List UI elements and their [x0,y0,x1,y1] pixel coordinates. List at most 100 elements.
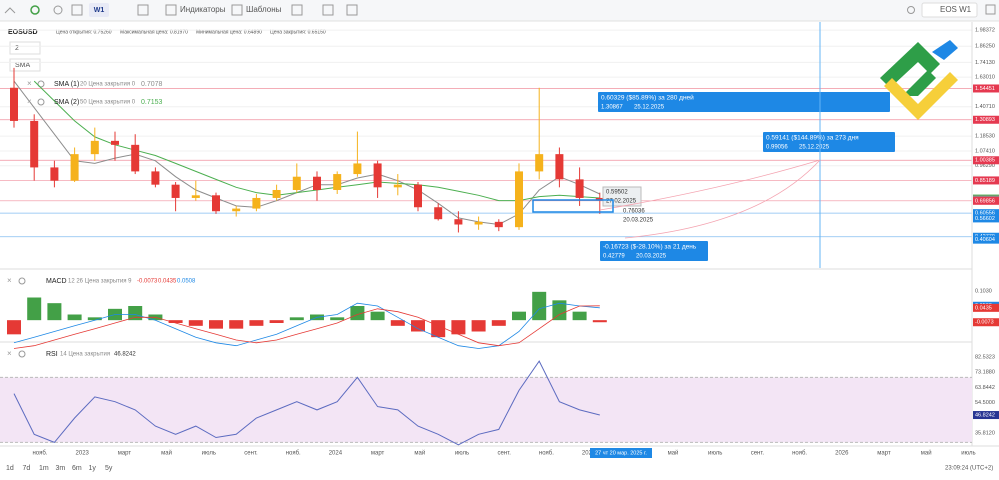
range-button[interactable]: 6m [72,465,82,472]
time-label: май [921,450,932,457]
time-label: нояб. [32,451,47,457]
y-tick-label: 82.5323 [975,354,995,360]
level-label-bg [973,214,999,223]
y-tick-label: 73.1880 [975,370,995,376]
toolbar [0,0,999,21]
legend-settings[interactable] [37,80,45,88]
histogram-bar [411,320,425,332]
pane-settings[interactable] [18,277,26,285]
signal-line [13,305,600,349]
histogram-bar [168,320,183,323]
symbol-select[interactable] [921,2,978,18]
y-tick-label: 63.8442 [975,385,995,391]
histogram-bar [249,320,264,326]
interval-label: W1 [94,7,105,14]
time-label: сент. [497,451,511,457]
histogram-bar [209,320,223,329]
indicator-count-box[interactable] [9,41,41,55]
fullscreen-button[interactable] [985,4,996,15]
candle-body [191,195,200,198]
candle-body [70,154,79,181]
histogram-bar [431,320,446,338]
time-label: май [668,450,679,457]
time-label: май [414,450,425,457]
candle-body [292,176,301,190]
rsi-params: 14 Цена закрытия [60,352,110,358]
measure-price: 0.42779 [603,254,625,260]
indicator-count: 2 [15,45,19,52]
candle-body [474,221,483,225]
measure-date: 20.03.2025 [636,254,667,260]
y-tick-label: 1.18530 [975,134,995,140]
range-button[interactable]: 1y [89,465,97,472]
candle-body [414,184,422,208]
range-button[interactable]: 1m [39,465,49,472]
time-label: июль [202,451,216,457]
interval-button[interactable] [89,3,109,17]
y-tick-label: 1.98372 [975,28,995,34]
projection-curve [624,159,821,239]
level-label-bg [973,196,999,205]
candle-body [454,219,463,225]
level-label: 0.85189 [975,178,995,184]
histogram-bar [350,306,365,321]
histogram-bar [229,320,244,329]
legend-params: 20 Цена закрытия 0 [80,82,136,88]
range-button[interactable]: 1d [6,465,14,472]
legend-name: SMA (1) [54,81,79,88]
screenshot-button[interactable] [346,4,358,16]
histogram-bar [27,297,42,321]
macd-signal-value: 0.0508 [177,279,196,285]
range-button[interactable]: 7d [23,465,31,472]
indicators-icon[interactable] [165,4,177,16]
time-label: март [118,451,132,457]
histogram-bar [330,317,345,321]
histogram-bar [370,311,385,321]
measure-date: 25.12.2025 [799,145,830,151]
candle-body [535,154,544,172]
histogram-bar [552,300,567,321]
range-button[interactable]: 3m [56,465,66,472]
legend-settings[interactable] [37,98,45,106]
histogram-bar [491,320,506,326]
candle-body [10,87,18,121]
candle-body [313,176,321,190]
templates-button[interactable]: Шаблоны [246,5,282,14]
refresh-button[interactable] [30,5,40,15]
chart-type-button[interactable] [137,4,149,16]
histogram-bar [188,320,203,326]
legend-close: × [27,97,32,106]
clock-button[interactable] [53,5,63,15]
pane-close[interactable]: × [7,349,12,358]
candle-body [171,184,180,198]
time-label: нояб. [539,451,554,457]
macd-hist-value: -0.0073 [137,279,158,285]
time-label: 2024 [329,451,343,457]
settings-button[interactable] [322,4,334,16]
macd-name: MACD [46,278,67,285]
y-tick-label: 1.63010 [975,75,995,81]
layout-button[interactable] [291,4,303,16]
search-button[interactable] [907,6,915,14]
y-tick-label: 1.07410 [975,148,995,154]
y-tick-label: 1.74130 [975,60,995,66]
pane-close[interactable]: × [7,276,12,285]
histogram-bar [471,320,486,332]
histogram-bar [592,320,607,323]
level-label-bg [973,156,999,165]
histogram-bar [269,320,284,323]
collapse-button[interactable] [4,7,16,14]
symbol-label: EOS W1 [940,5,972,14]
time-label: май [161,450,172,457]
histogram-bar [512,311,526,321]
pane-settings[interactable] [18,350,26,358]
measure-date: 25.12.2025 [634,105,665,111]
measure-box [600,241,708,261]
range-button[interactable]: 5y [105,465,113,472]
indicators-button[interactable]: Индикаторы [180,5,226,14]
add-button[interactable] [71,4,83,16]
histogram-bar [87,317,102,321]
selection-box[interactable] [532,199,614,213]
templates-icon[interactable] [231,4,243,16]
